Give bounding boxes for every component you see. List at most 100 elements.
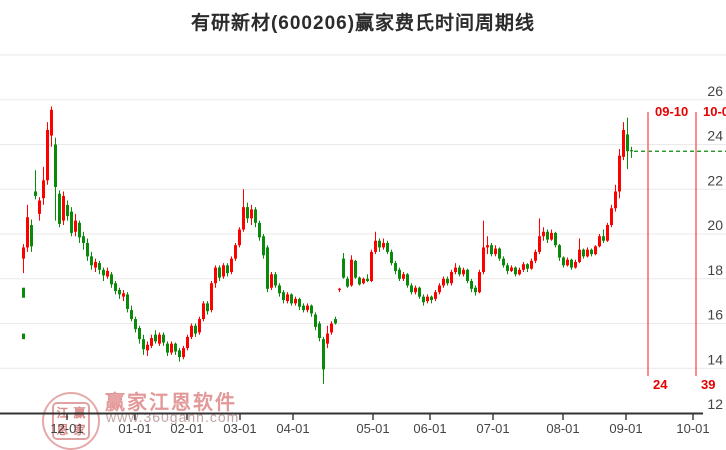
watermark-seal-logo: 江 赢 恩 家 (42, 392, 100, 450)
candle-body (362, 278, 365, 284)
x-axis-tick-label: 06-01 (413, 421, 446, 436)
candle-body (114, 283, 117, 292)
x-axis-tick-label: 05-01 (356, 421, 389, 436)
candle-body (370, 251, 373, 281)
candle-body (94, 261, 97, 268)
candle-body (298, 298, 301, 307)
candle-body (558, 245, 561, 258)
candle-body (474, 287, 477, 293)
candle-body (294, 298, 297, 304)
candle-body (546, 231, 549, 240)
candle-body (174, 343, 177, 352)
candle-body (406, 274, 409, 286)
candle-body (458, 267, 461, 275)
candle-body (454, 267, 457, 273)
candle-body (254, 209, 257, 223)
candle-body (266, 247, 269, 289)
candle-body (510, 267, 513, 271)
y-axis-tick-label: 18 (707, 262, 723, 278)
candle-body (186, 336, 189, 349)
candle-body (86, 242, 89, 257)
candle-body (170, 343, 173, 353)
x-axis-tick-label: 02-01 (170, 421, 203, 436)
candle-body (242, 207, 245, 230)
candle-body (78, 222, 81, 238)
candle-body (494, 248, 497, 255)
candle-body (518, 269, 521, 275)
candle-body (34, 191, 37, 196)
candle-body (258, 222, 261, 238)
fib-date-label: 10-0 (703, 104, 726, 119)
candle-body (622, 129, 625, 157)
candle-body (130, 310, 133, 320)
candle-body (498, 248, 501, 259)
candle-body (610, 208, 613, 226)
candle-body (426, 296, 429, 302)
candle-body (358, 277, 361, 285)
candle-body (382, 242, 385, 248)
watermark-seal-grid: 江 赢 恩 家 (52, 402, 90, 440)
candle-body (226, 265, 229, 274)
candle-body (566, 259, 569, 266)
y-axis-tick-label: 16 (707, 307, 723, 323)
candle-body (230, 258, 233, 273)
x-axis-tick-label: 04-01 (276, 421, 309, 436)
candle-body (614, 191, 617, 209)
candle-body (398, 269, 401, 279)
fib-count-label: 39 (701, 377, 715, 392)
candle-body (522, 264, 525, 270)
x-axis-tick-label: 07-01 (476, 421, 509, 436)
seal-char: 恩 (56, 422, 69, 437)
candle-body (450, 272, 453, 284)
candle-body (262, 236, 265, 256)
x-axis-tick-label: 03-01 (223, 421, 256, 436)
candle-body (166, 343, 169, 353)
candle-body (142, 339, 145, 350)
x-axis-tick-label: 10-01 (676, 421, 709, 436)
x-axis-tick-label: 08-01 (546, 421, 579, 436)
y-axis-tick-label: 14 (707, 351, 723, 367)
candle-body (350, 259, 353, 286)
candle-body (218, 267, 221, 278)
candle-body (490, 245, 493, 255)
candle-body (438, 285, 441, 293)
candle-body (286, 294, 289, 302)
candle-body (318, 323, 321, 339)
candle-body (306, 305, 309, 311)
candle-body (22, 247, 25, 259)
page-title: 有研新材(600206)赢家费氏时间周期线 (190, 13, 536, 34)
candle-body (250, 209, 253, 219)
candle-body (282, 292, 285, 301)
candle-body (390, 251, 393, 264)
candle-body (346, 278, 349, 287)
x-axis-tick-label: 01-01 (118, 421, 151, 436)
candle-body (182, 348, 185, 358)
candle-body (290, 294, 293, 304)
candle-body (190, 325, 193, 337)
candle-body (274, 274, 277, 286)
candle-body (334, 319, 337, 324)
candle-body (338, 288, 341, 291)
candle-body (322, 339, 325, 370)
candle-body (606, 225, 609, 241)
x-axis-tick-label: 09-01 (609, 421, 642, 436)
candle-body (214, 267, 217, 284)
candle-body (102, 269, 105, 276)
candle-body (66, 204, 69, 217)
candle-body (626, 134, 629, 152)
candle-body (246, 207, 249, 219)
candle-body (502, 258, 505, 266)
candle-body (366, 278, 369, 281)
candle-body (514, 267, 517, 275)
candle-body (418, 287, 421, 297)
candle-body (434, 292, 437, 299)
candle-body (386, 242, 389, 252)
candle-body (178, 350, 181, 358)
candle-body (278, 285, 281, 294)
candle-body (526, 264, 529, 269)
candle-body (154, 334, 157, 342)
y-axis-tick-label: 24 (707, 128, 723, 144)
candle-body (478, 272, 481, 293)
x-axis-tick-label: 12-01 (50, 421, 83, 436)
